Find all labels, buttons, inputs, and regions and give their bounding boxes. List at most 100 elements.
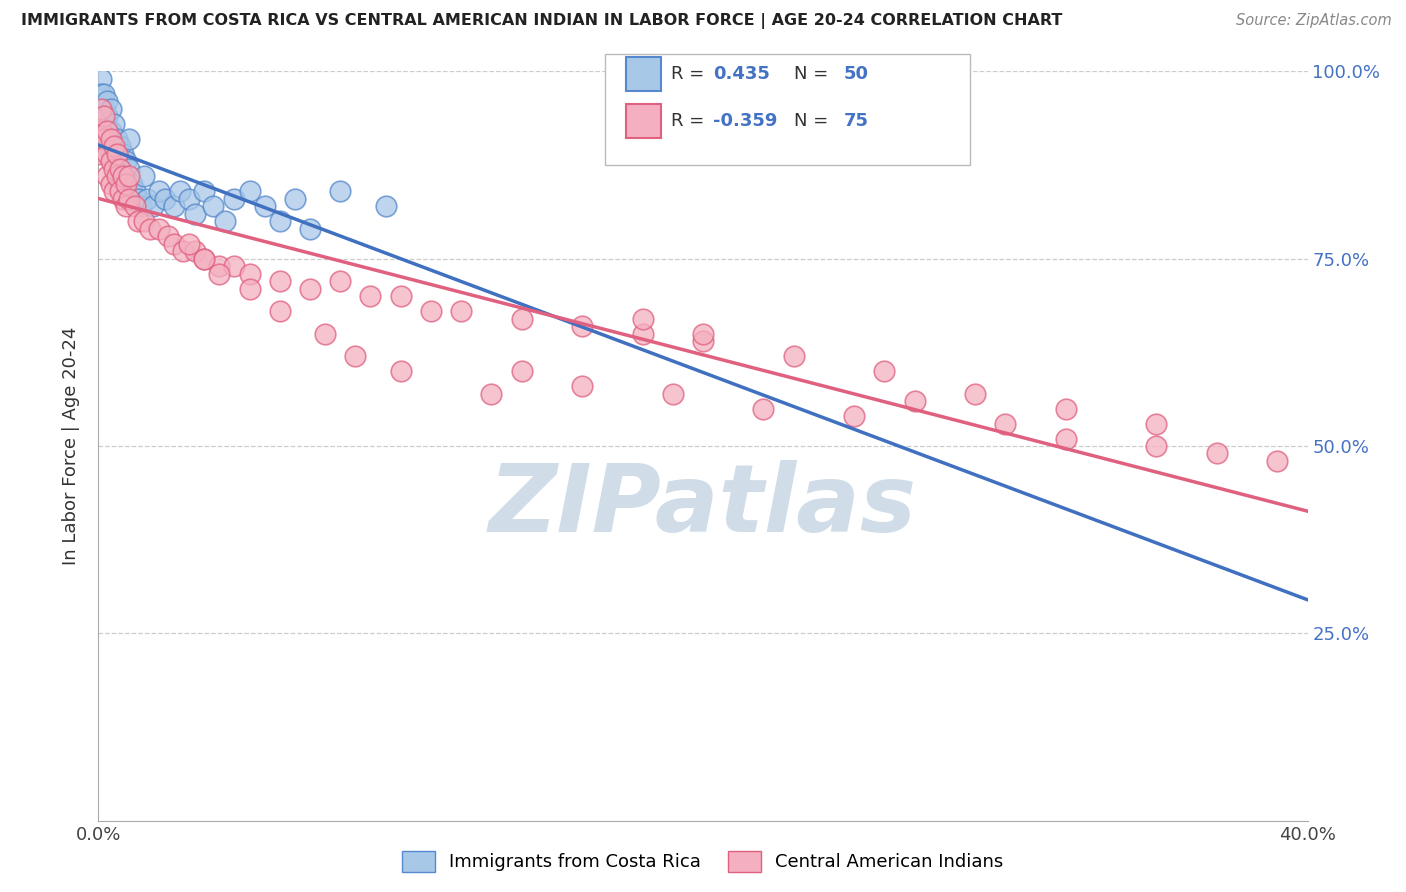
Point — [103, 161, 125, 176]
Point — [1267, 454, 1289, 468]
Point — [510, 364, 533, 378]
Point — [314, 326, 336, 341]
Point — [269, 274, 291, 288]
Point — [329, 184, 352, 198]
Point — [1206, 446, 1229, 460]
Point — [224, 259, 246, 273]
Point — [129, 199, 152, 213]
Point — [184, 244, 207, 259]
Point — [93, 132, 115, 146]
Point — [111, 192, 134, 206]
Point — [100, 177, 122, 191]
Point — [103, 139, 125, 153]
Point — [193, 252, 215, 266]
Point — [965, 386, 987, 401]
Point — [1054, 401, 1077, 416]
Point — [108, 184, 131, 198]
Point — [904, 394, 927, 409]
Point — [90, 87, 112, 101]
Point — [172, 244, 194, 259]
Point — [156, 229, 179, 244]
Point — [360, 289, 382, 303]
Point — [329, 274, 352, 288]
Point — [111, 146, 134, 161]
Text: R =: R = — [671, 65, 710, 83]
Point — [90, 102, 112, 116]
Text: 0.435: 0.435 — [713, 65, 769, 83]
Point — [100, 154, 122, 169]
Point — [108, 139, 131, 153]
Point — [118, 169, 141, 184]
Text: 75: 75 — [844, 112, 869, 130]
Point — [139, 221, 162, 235]
Point — [111, 169, 134, 184]
Point — [389, 364, 412, 378]
Point — [692, 326, 714, 341]
Point — [124, 199, 146, 213]
Point — [269, 214, 291, 228]
Point — [124, 184, 146, 198]
Point — [661, 386, 683, 401]
Point — [1144, 417, 1167, 431]
Point — [90, 71, 112, 86]
Point — [571, 379, 593, 393]
Point — [100, 102, 122, 116]
Point — [450, 304, 472, 318]
Point — [208, 267, 231, 281]
Point — [284, 192, 307, 206]
Text: IMMIGRANTS FROM COSTA RICA VS CENTRAL AMERICAN INDIAN IN LABOR FORCE | AGE 20-24: IMMIGRANTS FROM COSTA RICA VS CENTRAL AM… — [21, 13, 1063, 29]
Point — [121, 177, 143, 191]
Point — [299, 221, 322, 235]
Legend: Immigrants from Costa Rica, Central American Indians: Immigrants from Costa Rica, Central Amer… — [395, 844, 1011, 879]
Point — [208, 259, 231, 273]
Point — [193, 252, 215, 266]
Point — [510, 311, 533, 326]
Point — [114, 199, 136, 213]
Point — [193, 184, 215, 198]
Text: -0.359: -0.359 — [713, 112, 778, 130]
Point — [299, 282, 322, 296]
Text: N =: N = — [794, 65, 834, 83]
Point — [142, 199, 165, 213]
Point — [571, 319, 593, 334]
Text: N =: N = — [794, 112, 834, 130]
Point — [239, 267, 262, 281]
Point — [108, 177, 131, 191]
Point — [1144, 439, 1167, 453]
Point — [103, 139, 125, 153]
Point — [269, 304, 291, 318]
Point — [481, 386, 503, 401]
Point — [105, 132, 128, 146]
Point — [202, 199, 225, 213]
Point — [118, 192, 141, 206]
Point — [118, 132, 141, 146]
Point — [96, 124, 118, 138]
Point — [752, 401, 775, 416]
Point — [96, 169, 118, 184]
Point — [127, 192, 149, 206]
Point — [132, 214, 155, 228]
Point — [179, 236, 201, 251]
Point — [103, 184, 125, 198]
Point — [96, 146, 118, 161]
Point — [783, 349, 806, 363]
Text: ZIPatlas: ZIPatlas — [489, 460, 917, 552]
Point — [184, 207, 207, 221]
Point — [96, 124, 118, 138]
Point — [100, 124, 122, 138]
Point — [96, 139, 118, 153]
Point — [873, 364, 896, 378]
Point — [100, 146, 122, 161]
Point — [105, 146, 128, 161]
Point — [135, 192, 157, 206]
Point — [253, 199, 276, 213]
Text: R =: R = — [671, 112, 710, 130]
Point — [114, 177, 136, 191]
Point — [108, 154, 131, 169]
Point — [103, 154, 125, 169]
Point — [224, 192, 246, 206]
Point — [163, 236, 186, 251]
Point — [93, 102, 115, 116]
Point — [420, 304, 443, 318]
Text: Source: ZipAtlas.com: Source: ZipAtlas.com — [1236, 13, 1392, 29]
